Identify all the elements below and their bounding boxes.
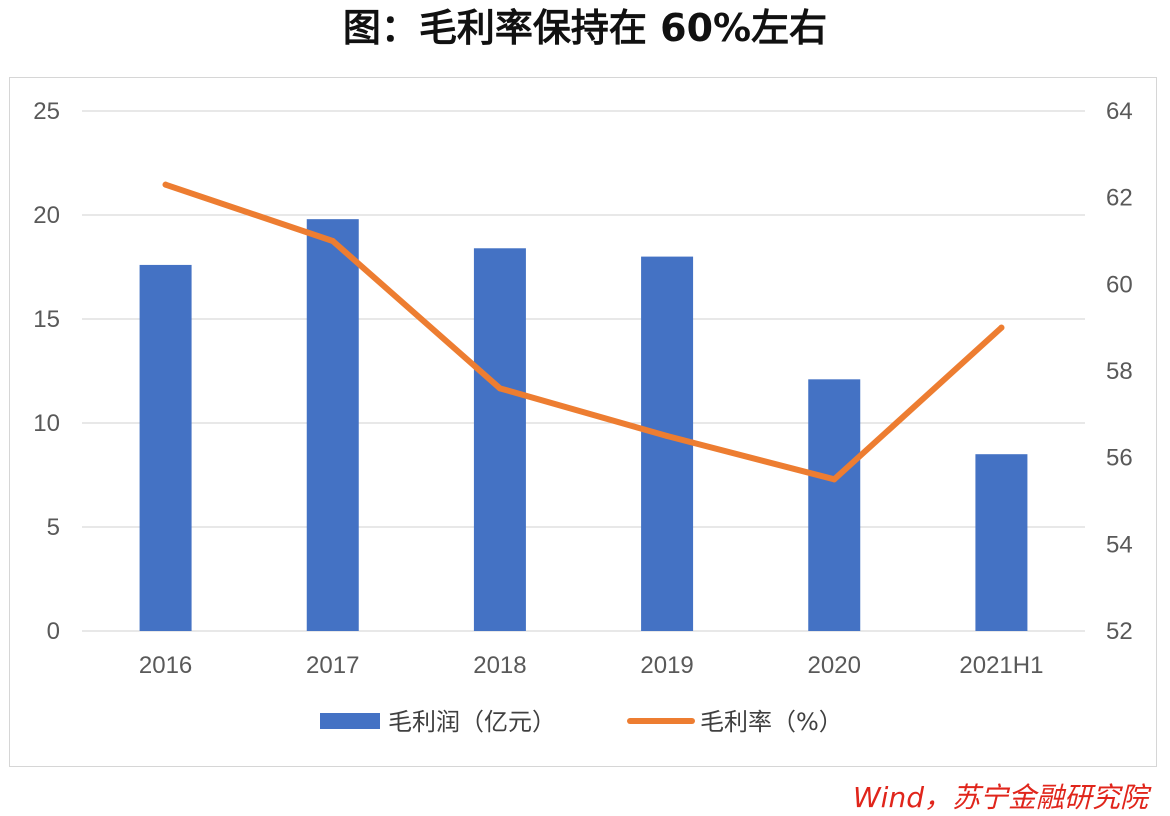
- bar-gross-profit: [306, 219, 359, 631]
- series-line-gross-margin: [162, 181, 1005, 483]
- y-right-tick-label: 60: [1106, 271, 1133, 298]
- point-gross-margin: [496, 385, 503, 392]
- legend-swatch-bar: [320, 713, 380, 729]
- x-tick-label: 2021H1: [959, 652, 1043, 679]
- y-left-tick-label: 10: [33, 410, 60, 437]
- bar-gross-profit: [641, 256, 694, 631]
- x-tick-label: 2017: [306, 652, 359, 679]
- bar-gross-profit: [808, 379, 861, 631]
- chart-title: 图：毛利率保持在 60%左右: [342, 6, 828, 50]
- bar-gross-profit: [975, 454, 1028, 631]
- axis-labels: 0 5 10 15 20 25 52 54 56 58 60 62 64 2016 2017 2018 2019…: [33, 98, 1132, 679]
- y-right-tick-label: 54: [1106, 531, 1133, 558]
- point-gross-margin: [998, 324, 1005, 331]
- y-left-tick-label: 0: [47, 618, 60, 645]
- y-left-tick-label: 25: [33, 98, 60, 125]
- y-right-tick-label: 56: [1106, 445, 1133, 472]
- y-left-tick-label: 5: [47, 514, 60, 541]
- legend: 毛利润（亿元） 毛利率（%）: [320, 708, 843, 736]
- point-gross-margin: [162, 181, 169, 188]
- y-right-tick-label: 62: [1106, 185, 1133, 212]
- x-tick-label: 2018: [473, 652, 526, 679]
- point-gross-margin: [664, 433, 671, 439]
- point-gross-margin: [329, 238, 336, 244]
- y-right-tick-label: 52: [1106, 618, 1133, 645]
- y-right-tick-label: 58: [1106, 358, 1133, 385]
- x-tick-label: 2019: [640, 652, 693, 679]
- point-gross-margin: [831, 476, 838, 483]
- x-tick-label: 2020: [808, 652, 861, 679]
- y-left-tick-label: 15: [33, 306, 60, 333]
- source-note: Wind，苏宁金融研究院: [853, 781, 1148, 814]
- y-left-tick-label: 20: [33, 202, 60, 229]
- bars-gross-profit: [139, 219, 1028, 631]
- chart-frame: [9, 77, 1157, 767]
- gridlines: [82, 110, 1085, 632]
- bar-gross-profit: [473, 248, 526, 631]
- y-right-tick-label: 64: [1106, 98, 1133, 125]
- legend-label-gross-profit: 毛利润（亿元）: [388, 708, 556, 736]
- bar-gross-profit: [139, 264, 192, 631]
- line-gross-margin: [162, 181, 1005, 483]
- legend-label-gross-margin: 毛利率（%）: [700, 708, 843, 736]
- x-tick-label: 2016: [139, 652, 192, 679]
